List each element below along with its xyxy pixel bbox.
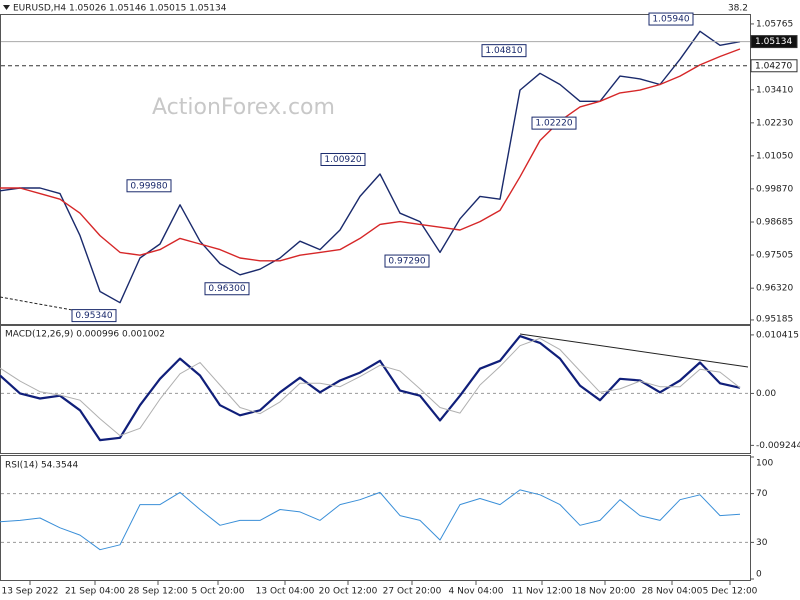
price-tag: [750, 35, 798, 49]
x-tick-label: 11 Nov 12:00: [512, 587, 573, 597]
annotation-label: 1.05940: [652, 15, 689, 25]
series-line: [0, 48, 741, 262]
y-tick-label: 1.05765: [756, 19, 793, 29]
annotation-box: [204, 282, 250, 296]
series-line: [0, 30, 741, 304]
annotation-label: 1.00920: [324, 155, 361, 165]
y-tick-label: 1.02230: [756, 118, 793, 128]
x-tick-label: 13 Oct 04:00: [256, 587, 315, 597]
y-tick-label: 1.03410: [756, 85, 793, 95]
annotation-box: [648, 12, 694, 26]
annotation-label: 0.96300: [208, 284, 245, 294]
annotation-label: 0.97290: [388, 257, 425, 267]
y-tick-label: 0.97505: [756, 251, 793, 261]
y-tick-label: 0.99870: [756, 184, 793, 194]
y-tick-label: 0.010415: [756, 330, 799, 340]
watermark: ActionForex.com: [152, 95, 335, 120]
annotation-box: [384, 254, 430, 268]
x-tick-label: 20 Oct 12:00: [319, 587, 378, 597]
y-tick-label: 100: [756, 459, 773, 469]
annotation-box: [71, 309, 117, 323]
y-tick-label: 0.98685: [756, 218, 793, 228]
annotation-box: [126, 179, 172, 193]
x-tick-label: 28 Sep 12:00: [128, 587, 188, 597]
annotation-label: 1.04810: [485, 46, 522, 56]
series-line: [0, 335, 741, 442]
annotation-label: 0.99980: [130, 181, 167, 191]
y-tick-label: 70: [756, 489, 768, 499]
x-tick-label: 5 Dec 12:00: [703, 587, 758, 597]
x-tick-label: 27 Oct 20:00: [383, 587, 442, 597]
annotation-box: [481, 44, 527, 58]
x-tick-label: 21 Sep 04:00: [65, 587, 125, 597]
price-panel: [0, 14, 751, 325]
annotation-box: [320, 152, 366, 166]
x-tick-label: 5 Oct 20:00: [192, 587, 245, 597]
y-tick-label: 1.01050: [756, 151, 793, 161]
corner-text: 38.2: [728, 4, 748, 14]
trend-line: [0, 296, 101, 316]
y-tick-label: -0.009244: [756, 441, 800, 451]
y-tick-label: 0: [756, 570, 762, 580]
panel-title: EURUSD,H4 1.05026 1.05146 1.05015 1.0513…: [13, 4, 227, 14]
y-tick-label: 0.00: [756, 389, 776, 399]
price-tag: [750, 59, 798, 73]
x-tick-label: 4 Nov 04:00: [449, 587, 504, 597]
price-tag-label: 1.05134: [755, 37, 792, 47]
rsi-panel: [0, 455, 751, 581]
panel-title: MACD(12,26,9) 0.000996 0.001002: [5, 330, 165, 340]
x-tick-label: 13 Sep 2022: [1, 587, 58, 597]
y-tick-label: 0.95185: [756, 315, 793, 325]
x-tick-label: 18 Nov 20:00: [575, 587, 636, 597]
price-tag-label: 1.04270: [755, 61, 792, 71]
annotation-box: [531, 116, 577, 130]
annotation-label: 1.02220: [535, 119, 572, 129]
annotation-label: 0.95340: [75, 311, 112, 321]
series-line: [0, 337, 741, 437]
x-tick-label: 28 Nov 04:00: [642, 587, 703, 597]
panel-title: RSI(14) 54.3544: [5, 461, 78, 471]
menu-triangle: [3, 5, 10, 10]
y-tick-label: 0.96320: [756, 284, 793, 294]
y-tick-label: 30: [756, 538, 768, 548]
series-line: [0, 489, 741, 551]
macd-panel: [0, 325, 751, 454]
trend-line: [519, 333, 749, 368]
